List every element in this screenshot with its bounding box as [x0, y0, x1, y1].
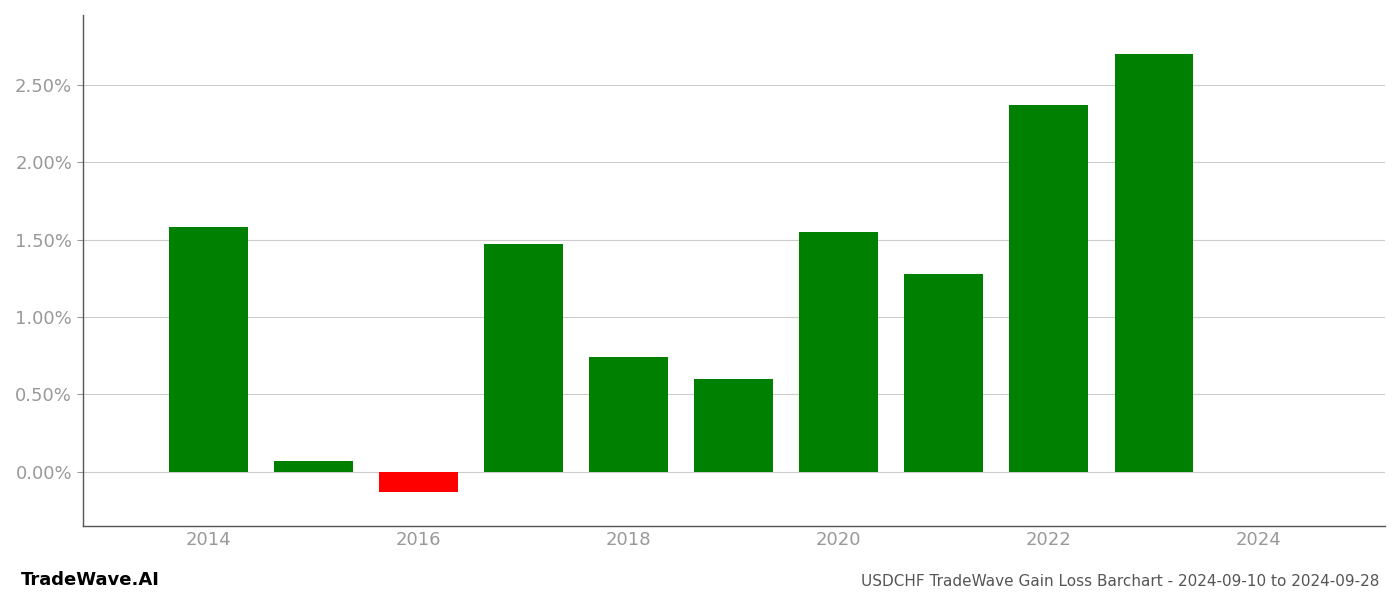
Text: TradeWave.AI: TradeWave.AI	[21, 571, 160, 589]
Bar	[1114, 54, 1193, 472]
Bar	[484, 244, 563, 472]
Bar	[799, 232, 878, 472]
Bar	[274, 461, 353, 472]
Bar	[904, 274, 983, 472]
Bar	[169, 227, 248, 472]
Text: USDCHF TradeWave Gain Loss Barchart - 2024-09-10 to 2024-09-28: USDCHF TradeWave Gain Loss Barchart - 20…	[861, 574, 1379, 589]
Bar	[589, 358, 668, 472]
Bar	[694, 379, 773, 472]
Bar	[379, 472, 458, 492]
Bar	[1009, 105, 1088, 472]
